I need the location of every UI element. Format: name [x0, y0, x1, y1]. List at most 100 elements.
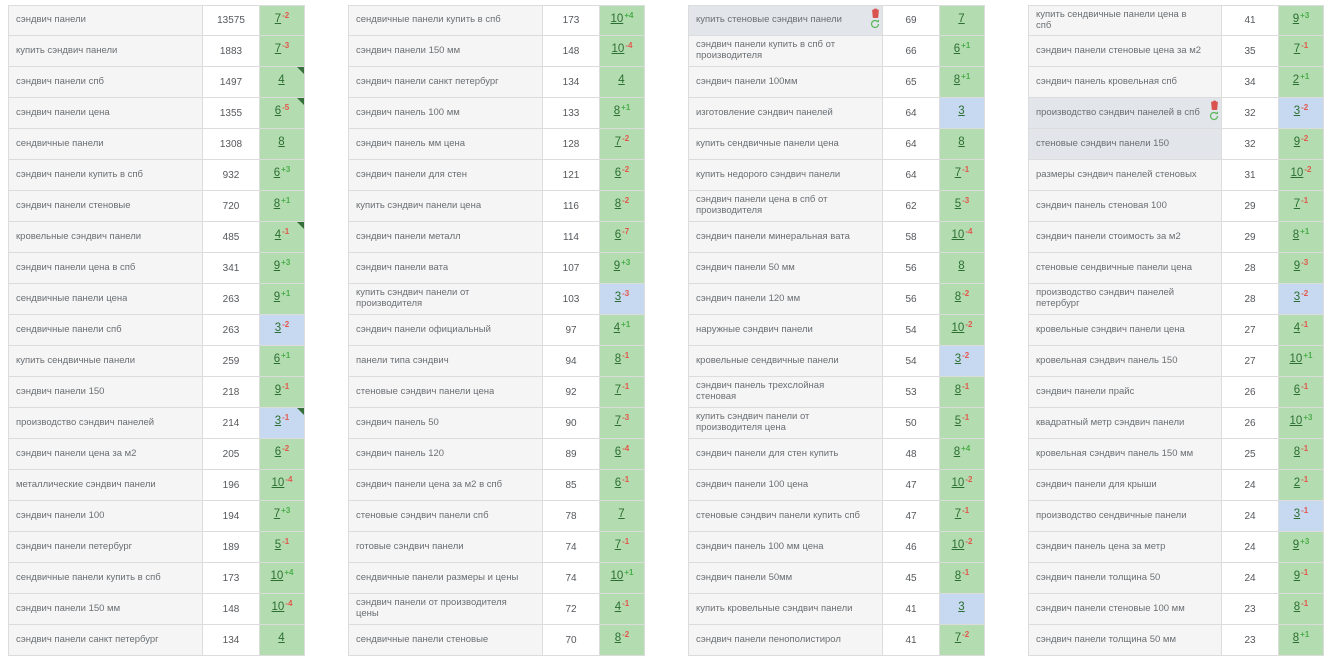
keyword-cell[interactable]: сэндвич панели стоимость за м2 — [1028, 222, 1221, 253]
keyword-cell[interactable]: сэндвич панели спб — [8, 67, 202, 98]
keyword-cell[interactable]: сэндвич панели прайс — [1028, 377, 1221, 408]
position-link[interactable]: 10 — [951, 539, 965, 551]
keyword-cell[interactable]: кровельная сэндвич панель 150 — [1028, 346, 1221, 377]
keyword-cell[interactable]: металлические сэндвич панели — [8, 470, 202, 501]
position-link[interactable]: 3 — [1293, 508, 1301, 520]
keyword-cell[interactable]: кровельная сэндвич панель 150 мм — [1028, 439, 1221, 470]
keyword-cell[interactable]: сэндвич панели — [8, 5, 202, 36]
position-link[interactable]: 8 — [614, 198, 622, 210]
keyword-cell[interactable]: производство сэндвич панелей в спб — [1028, 98, 1221, 129]
position-link[interactable]: 8 — [958, 260, 965, 272]
keyword-cell[interactable]: купить недорого сэндвич панели — [688, 160, 882, 191]
keyword-cell[interactable]: сэндвич панели цена за м2 в спб — [348, 470, 542, 501]
position-link[interactable]: 3 — [1293, 291, 1301, 303]
position-link[interactable]: 10 — [951, 322, 965, 334]
keyword-cell[interactable]: сэндвич панели металл — [348, 222, 542, 253]
keyword-cell[interactable]: сэндвич панели 150 мм — [8, 594, 202, 625]
keyword-cell[interactable]: стеновые сэндвич панели спб — [348, 501, 542, 532]
position-link[interactable]: 7 — [614, 384, 622, 396]
position-link[interactable]: 9 — [1293, 260, 1301, 272]
position-link[interactable]: 10 — [1289, 353, 1303, 365]
position-link[interactable]: 8 — [954, 384, 962, 396]
position-link[interactable]: 3 — [274, 322, 282, 334]
keyword-cell[interactable]: стеновые сэндвич панели купить спб — [688, 501, 882, 532]
keyword-cell[interactable]: стеновые сендвичные панели цена — [1028, 253, 1221, 284]
keyword-cell[interactable]: сэндвич панели купить в спб — [8, 160, 202, 191]
position-link[interactable]: 9 — [1292, 539, 1300, 551]
keyword-cell[interactable]: купить сэндвич панели — [8, 36, 202, 67]
keyword-cell[interactable]: сэндвич панели пенополистирол — [688, 625, 882, 656]
position-link[interactable]: 9 — [1293, 136, 1301, 148]
keyword-cell[interactable]: стеновые сэндвич панели 150 — [1028, 129, 1221, 160]
position-link[interactable]: 6 — [273, 167, 281, 179]
keyword-cell[interactable]: сэндвич панели цена в спб от производите… — [688, 191, 882, 222]
keyword-cell[interactable]: сэндвич панели стеновые — [8, 191, 202, 222]
keyword-cell[interactable]: сэндвич панели 100мм — [688, 67, 882, 98]
position-link[interactable]: 6 — [1293, 384, 1301, 396]
position-link[interactable]: 7 — [958, 13, 965, 25]
position-link[interactable]: 7 — [614, 415, 622, 427]
keyword-cell[interactable]: сэндвич панели цена — [8, 98, 202, 129]
keyword-cell[interactable]: сэндвич панели 50мм — [688, 563, 882, 594]
position-link[interactable]: 9 — [273, 260, 281, 272]
position-link[interactable]: 4 — [613, 322, 621, 334]
position-link[interactable]: 9 — [1292, 13, 1300, 25]
position-link[interactable]: 8 — [954, 570, 962, 582]
keyword-cell[interactable]: производство сендвичные панели — [1028, 501, 1221, 532]
position-link[interactable]: 10 — [1289, 415, 1303, 427]
delete-icon[interactable] — [1210, 100, 1219, 111]
keyword-cell[interactable]: сэндвич панели толщина 50 мм — [1028, 625, 1221, 656]
position-link[interactable]: 10 — [951, 229, 965, 241]
position-link[interactable]: 7 — [954, 632, 962, 644]
position-link[interactable]: 10 — [1290, 167, 1304, 179]
keyword-cell[interactable]: сэндвич панели вата — [348, 253, 542, 284]
position-link[interactable]: 7 — [273, 508, 281, 520]
refresh-icon[interactable] — [870, 19, 880, 29]
keyword-cell[interactable]: производство сэндвич панелей — [8, 408, 202, 439]
keyword-cell[interactable]: сэндвич панели для стен купить — [688, 439, 882, 470]
position-link[interactable]: 6 — [953, 43, 961, 55]
position-link[interactable]: 3 — [1293, 105, 1301, 117]
position-link[interactable]: 7 — [954, 167, 962, 179]
position-link[interactable]: 3 — [274, 415, 282, 427]
keyword-cell[interactable]: сэндвич панели 150 мм — [348, 36, 542, 67]
keyword-cell[interactable]: сэндвич панели 120 мм — [688, 284, 882, 315]
keyword-cell[interactable]: сендвичные панели — [8, 129, 202, 160]
keyword-cell[interactable]: сэндвич панели официальный — [348, 315, 542, 346]
position-link[interactable]: 6 — [614, 167, 622, 179]
position-link[interactable]: 8 — [953, 74, 961, 86]
keyword-cell[interactable]: изготовление сэндвич панелей — [688, 98, 882, 129]
keyword-cell[interactable]: купить сэндвич панели от производителя ц… — [688, 408, 882, 439]
position-link[interactable]: 3 — [958, 105, 965, 117]
keyword-cell[interactable]: купить сендвичные панели — [8, 346, 202, 377]
keyword-cell[interactable]: купить кровельные сэндвич панели — [688, 594, 882, 625]
position-link[interactable]: 8 — [1293, 446, 1301, 458]
position-link[interactable]: 5 — [954, 198, 962, 210]
position-link[interactable]: 8 — [614, 632, 622, 644]
position-link[interactable]: 9 — [1293, 570, 1301, 582]
position-link[interactable]: 6 — [273, 353, 281, 365]
position-link[interactable]: 7 — [614, 539, 622, 551]
position-link[interactable]: 4 — [614, 601, 622, 613]
position-link[interactable]: 8 — [278, 136, 285, 148]
keyword-cell[interactable]: купить сендвичные панели цена — [688, 129, 882, 160]
position-link[interactable]: 4 — [618, 74, 625, 86]
keyword-cell[interactable]: сэндвич панель 100 мм — [348, 98, 542, 129]
position-link[interactable]: 4 — [278, 632, 285, 644]
position-link[interactable]: 2 — [1292, 74, 1300, 86]
position-link[interactable]: 4 — [278, 74, 285, 86]
position-link[interactable]: 2 — [1293, 477, 1301, 489]
keyword-cell[interactable]: панели типа сэндвич — [348, 346, 542, 377]
keyword-cell[interactable]: сэндвич панели цена в спб — [8, 253, 202, 284]
keyword-cell[interactable]: сэндвич панели 100 — [8, 501, 202, 532]
keyword-cell[interactable]: размеры сэндвич панелей стеновых — [1028, 160, 1221, 191]
keyword-cell[interactable]: сэндвич панели 50 мм — [688, 253, 882, 284]
position-link[interactable]: 10 — [271, 477, 285, 489]
position-link[interactable]: 6 — [614, 229, 622, 241]
position-link[interactable]: 7 — [274, 13, 282, 25]
position-link[interactable]: 10 — [610, 13, 624, 25]
position-link[interactable]: 5 — [954, 415, 962, 427]
keyword-cell[interactable]: сендвичные панели спб — [8, 315, 202, 346]
position-link[interactable]: 10 — [271, 601, 285, 613]
keyword-cell[interactable]: сэндвич панели санкт петербург — [8, 625, 202, 656]
